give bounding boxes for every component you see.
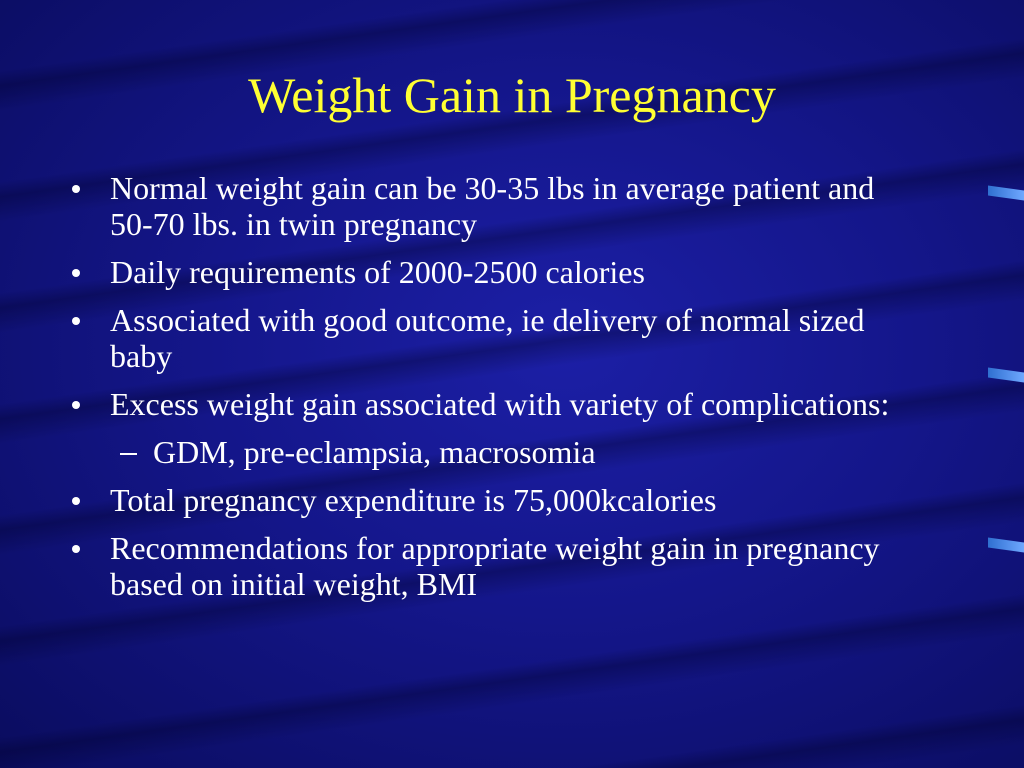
bullet-text: Daily requirements of 2000-2500 calories [110, 254, 645, 290]
bullet-marker [72, 401, 80, 409]
bullet-marker [72, 269, 80, 277]
bullet-marker [72, 545, 80, 553]
bullet-item: Recommendations for appropriate weight g… [0, 530, 900, 602]
bullet-list: Normal weight gain can be 30-35 lbs in a… [0, 170, 900, 614]
bullet-text: Recommendations for appropriate weight g… [110, 530, 880, 602]
bullet-text: GDM, pre-eclampsia, macrosomia [153, 434, 596, 470]
bullet-text: Total pregnancy expenditure is 75,000kca… [110, 482, 717, 518]
bullet-item: Normal weight gain can be 30-35 lbs in a… [0, 170, 900, 242]
bullet-text: Excess weight gain associated with varie… [110, 386, 890, 422]
bullet-marker [72, 185, 80, 193]
bullet-text: Associated with good outcome, ie deliver… [110, 302, 865, 374]
bullet-item: Associated with good outcome, ie deliver… [0, 302, 900, 374]
bullet-marker [72, 497, 80, 505]
decoration [988, 537, 1024, 553]
decoration [988, 185, 1024, 201]
dash-marker [120, 453, 137, 455]
bullet-item: Daily requirements of 2000-2500 calories [0, 254, 900, 290]
bullet-text: Normal weight gain can be 30-35 lbs in a… [110, 170, 875, 242]
slide-title: Weight Gain in Pregnancy [248, 67, 776, 123]
sub-bullet-item: GDM, pre-eclampsia, macrosomia [0, 434, 900, 470]
bullet-item: Excess weight gain associated with varie… [0, 386, 900, 422]
bullet-item: Total pregnancy expenditure is 75,000kca… [0, 482, 900, 518]
decoration [988, 367, 1024, 383]
bullet-marker [72, 317, 80, 325]
